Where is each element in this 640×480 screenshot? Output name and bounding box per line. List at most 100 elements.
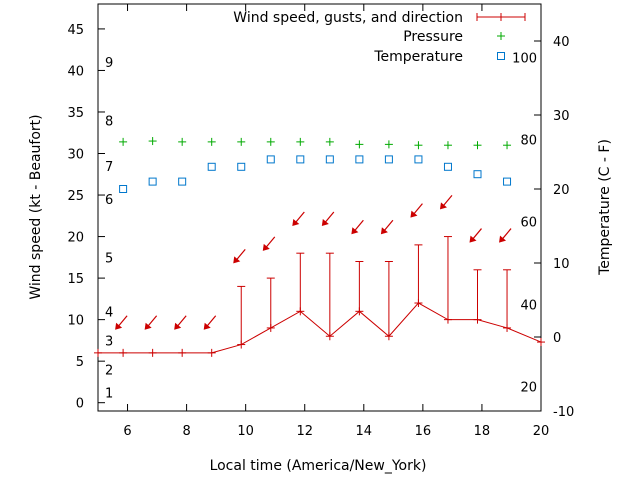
temperature-point [503, 177, 512, 186]
temperature-point [325, 155, 334, 164]
left-tick-label: 30 [67, 148, 84, 163]
left-tick-label: 35 [67, 106, 84, 121]
wind-direction-arrows [115, 194, 512, 330]
wind-arrow [115, 315, 128, 330]
x-tick-label: 14 [356, 424, 373, 439]
left-tick-label: 45 [67, 23, 84, 38]
left-axis-ticks: 0 5 10 15 20 25 30 35 40 45 [67, 23, 105, 412]
beaufort-label: 1 [105, 387, 113, 402]
x-axis-label: Local time (America/New_York) [210, 458, 427, 474]
beaufort-label: 3 [105, 334, 113, 349]
wind-arrow [351, 219, 364, 235]
x-tick-label: 10 [237, 424, 254, 439]
legend-pressure-sample [497, 32, 505, 40]
right-tick-label: 30 [553, 109, 570, 124]
pressure-point [148, 137, 157, 146]
pressure-point [473, 141, 482, 150]
legend: Wind speed, gusts, and direction Pressur… [233, 10, 526, 65]
pressure-point [503, 141, 512, 150]
wind-arrow [380, 219, 394, 235]
pressure-point [414, 141, 423, 150]
left-tick-label: 15 [67, 272, 84, 287]
left-tick-label: 20 [67, 231, 84, 246]
right-tick-label: -10 [553, 405, 574, 420]
right-tick-label: 10 [553, 257, 570, 272]
beaufort-label: 5 [105, 251, 113, 266]
x-tick-label: 18 [474, 424, 491, 439]
wind-arrow [499, 228, 512, 243]
legend-temperature-sample [497, 52, 505, 60]
pressure-point [237, 137, 246, 146]
fahrenheit-label: 60 [520, 216, 537, 231]
x-tick-label: 20 [533, 424, 550, 439]
temperature-point [414, 155, 423, 164]
fahrenheit-label: 20 [520, 381, 537, 396]
pressure-point [325, 137, 334, 146]
right-axis-label: Temperature (C - F) [597, 139, 613, 276]
wind-arrow [321, 211, 335, 226]
beaufort-label: 6 [105, 193, 113, 208]
pressure-point [178, 137, 187, 146]
left-tick-label: 40 [67, 64, 84, 79]
wind-arrow [174, 315, 187, 330]
left-tick-label: 0 [76, 397, 84, 412]
temperature-point [148, 177, 157, 186]
legend-wind-label: Wind speed, gusts, and direction [233, 10, 463, 26]
beaufort-label: 2 [105, 363, 113, 378]
temperature-point [178, 177, 187, 186]
fahrenheit-label: 100 [512, 51, 537, 66]
plot-border [97, 3, 542, 412]
wind-arrow [469, 228, 482, 243]
legend-temperature-label: Temperature [373, 49, 463, 65]
right-tick-label: 0 [553, 331, 561, 346]
wind-arrow [233, 248, 246, 264]
temperature-point [355, 155, 364, 164]
legend-pressure-label: Pressure [403, 29, 463, 45]
right-axis-ticks: -10 0 10 20 30 40 [534, 35, 574, 420]
x-tick-label: 8 [182, 424, 190, 439]
wind-speed-line [98, 302, 542, 354]
x-tick-label: 16 [415, 424, 432, 439]
plot-frame [97, 3, 542, 412]
pressure-series [119, 137, 512, 150]
pressure-point [207, 137, 216, 146]
wind-arrow [410, 203, 423, 218]
legend-temperature-square [497, 52, 505, 60]
fahrenheit-labels: 20 40 60 80 100 [512, 51, 537, 395]
x-tick-label: 12 [296, 424, 313, 439]
wind-arrow [439, 194, 453, 210]
pressure-point [443, 141, 452, 150]
pressure-point [355, 140, 364, 149]
beaufort-label: 8 [105, 114, 113, 129]
pressure-point [266, 137, 275, 146]
left-axis-label: Wind speed (kt - Beaufort) [28, 114, 44, 299]
wind-arrow [262, 236, 276, 251]
wind-arrow [144, 315, 158, 330]
legend-wind-sample [476, 13, 526, 21]
fahrenheit-label: 80 [520, 133, 537, 148]
left-tick-label: 5 [76, 355, 84, 370]
left-tick-label: 25 [67, 189, 84, 204]
pressure-point [384, 140, 393, 149]
fahrenheit-label: 40 [520, 298, 537, 313]
temperature-point [384, 155, 393, 164]
x-axis-ticks: 6 8 10 12 14 16 18 20 [123, 4, 549, 439]
temperature-point [119, 185, 128, 193]
temperature-series [119, 155, 512, 193]
x-tick-label: 6 [123, 424, 131, 439]
temperature-point [443, 162, 452, 171]
beaufort-label: 4 [105, 305, 113, 320]
right-tick-label: 40 [553, 35, 570, 50]
wind-arrow [203, 315, 217, 330]
right-tick-label: 20 [553, 183, 570, 198]
left-tick-label: 10 [67, 314, 84, 329]
beaufort-label: 9 [105, 56, 113, 71]
gust-series [237, 236, 512, 345]
wind-arrow [292, 211, 305, 226]
temperature-point [473, 170, 482, 179]
beaufort-label: 7 [105, 160, 113, 175]
beaufort-labels: 1 2 3 4 5 6 7 8 9 [105, 56, 113, 402]
temperature-point [237, 162, 246, 171]
temperature-point [207, 162, 216, 171]
